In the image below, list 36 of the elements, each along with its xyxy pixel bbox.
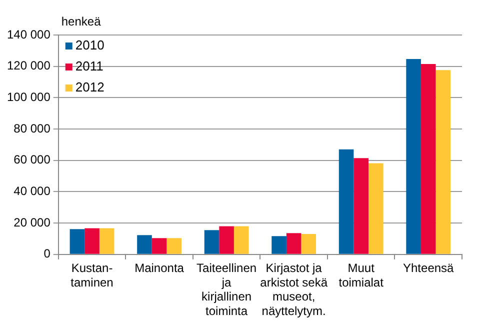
bar bbox=[70, 229, 85, 254]
bar bbox=[354, 158, 368, 254]
bar bbox=[406, 58, 421, 254]
bar bbox=[234, 226, 249, 254]
y-tick-label: 100 000 bbox=[6, 90, 51, 104]
x-tick-label: Kustan- taminen bbox=[70, 260, 114, 290]
bar bbox=[219, 226, 234, 254]
y-tick-label: 40 000 bbox=[14, 184, 51, 198]
bar bbox=[338, 149, 354, 254]
x-tick-label: Kirjastot ja arkistot sekä museot, näyttelytym. bbox=[260, 260, 328, 318]
x-tick-label: Mainonta bbox=[134, 260, 184, 275]
legend-label: 2010 bbox=[75, 38, 104, 53]
bar bbox=[166, 238, 182, 254]
bar bbox=[84, 228, 100, 254]
bar bbox=[420, 64, 436, 254]
y-tick-label: 80 000 bbox=[14, 121, 51, 136]
y-tick-label: 0 bbox=[44, 246, 51, 261]
y-tick-label: 120 000 bbox=[6, 58, 51, 73]
y-tick-label: 140 000 bbox=[6, 27, 51, 42]
x-tick-label: Taiteellinen ja kirjallinen toiminta bbox=[196, 260, 257, 318]
legend-label: 2012 bbox=[75, 80, 104, 95]
bar bbox=[301, 234, 316, 254]
bar bbox=[286, 233, 302, 254]
bar bbox=[99, 228, 114, 254]
bar bbox=[137, 235, 152, 254]
bar bbox=[368, 163, 384, 254]
x-tick-label: Yhteensä bbox=[403, 260, 454, 275]
bar bbox=[152, 238, 167, 254]
legend-label: 2011 bbox=[75, 58, 104, 74]
y-axis-title: henkeä bbox=[61, 14, 102, 28]
bar bbox=[204, 230, 220, 254]
x-tick-label: Muut toimialat bbox=[338, 260, 384, 290]
y-tick-label: 20 000 bbox=[14, 215, 51, 230]
bar bbox=[436, 70, 451, 254]
y-tick-label: 60 000 bbox=[14, 152, 51, 167]
bar bbox=[272, 236, 286, 254]
